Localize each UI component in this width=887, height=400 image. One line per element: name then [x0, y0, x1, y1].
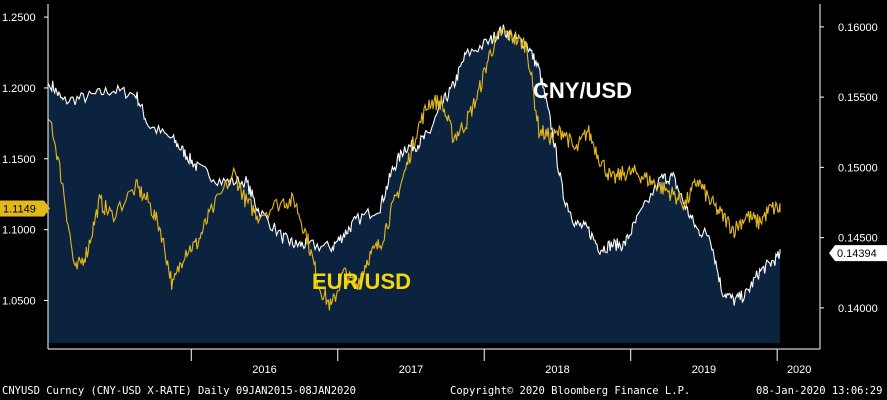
left-tick-label: 1.0500 — [2, 295, 36, 307]
axes: 1.2500 1.2000 1.1500 1.1000 1.0500 0.16000 0.1… — [2, 4, 878, 376]
cny-usd-area — [48, 24, 780, 343]
left-tick-label: 1.2000 — [2, 83, 36, 95]
plot-area — [47, 24, 781, 343]
cny-last-value-badge — [829, 245, 887, 262]
cny-last-value-label: 0.14394 — [837, 248, 877, 260]
right-tick-label: 0.15000 — [838, 162, 878, 174]
timestamp: 08-Jan-2020 13:06:29 — [756, 385, 883, 397]
cny-usd-annotation: CNY/USD — [533, 78, 632, 103]
eur-last-value-badge — [0, 200, 44, 217]
right-tick-label: 0.15500 — [838, 92, 878, 104]
right-tick-label: 0.14000 — [838, 303, 878, 315]
x-tick-label: 2020 — [787, 364, 811, 376]
x-tick-label: 2018 — [545, 364, 569, 376]
footer-bar: CNYUSD Curncy (CNY-USD X-RATE) Daily 09J… — [0, 383, 887, 400]
eur-last-value-label: 1.1149 — [3, 204, 36, 216]
right-tick-label: 0.16000 — [838, 22, 878, 34]
left-tick-label: 1.1500 — [2, 154, 36, 166]
left-tick-label: 1.2500 — [2, 12, 36, 24]
eur-usd-annotation: EUR/USD — [312, 269, 411, 294]
x-tick-label: 2019 — [692, 364, 716, 376]
x-tick-label: 2017 — [399, 364, 423, 376]
right-tick-label: 0.14500 — [838, 233, 878, 245]
left-tick-label: 1.1000 — [2, 225, 36, 237]
copyright-text: Copyright© 2020 Bloomberg Finance L.P. — [450, 385, 691, 397]
chart-labels: 1.1149 0.14394 CNY/USD EUR/USD — [0, 78, 887, 294]
cny-usd-line — [47, 24, 781, 306]
ticker-info: CNYUSD Curncy (CNY-USD X-RATE) Daily 09J… — [2, 385, 357, 397]
x-tick-label: 2016 — [252, 364, 276, 376]
eur-badge-pointer — [44, 200, 50, 217]
eur-usd-line — [47, 26, 781, 311]
